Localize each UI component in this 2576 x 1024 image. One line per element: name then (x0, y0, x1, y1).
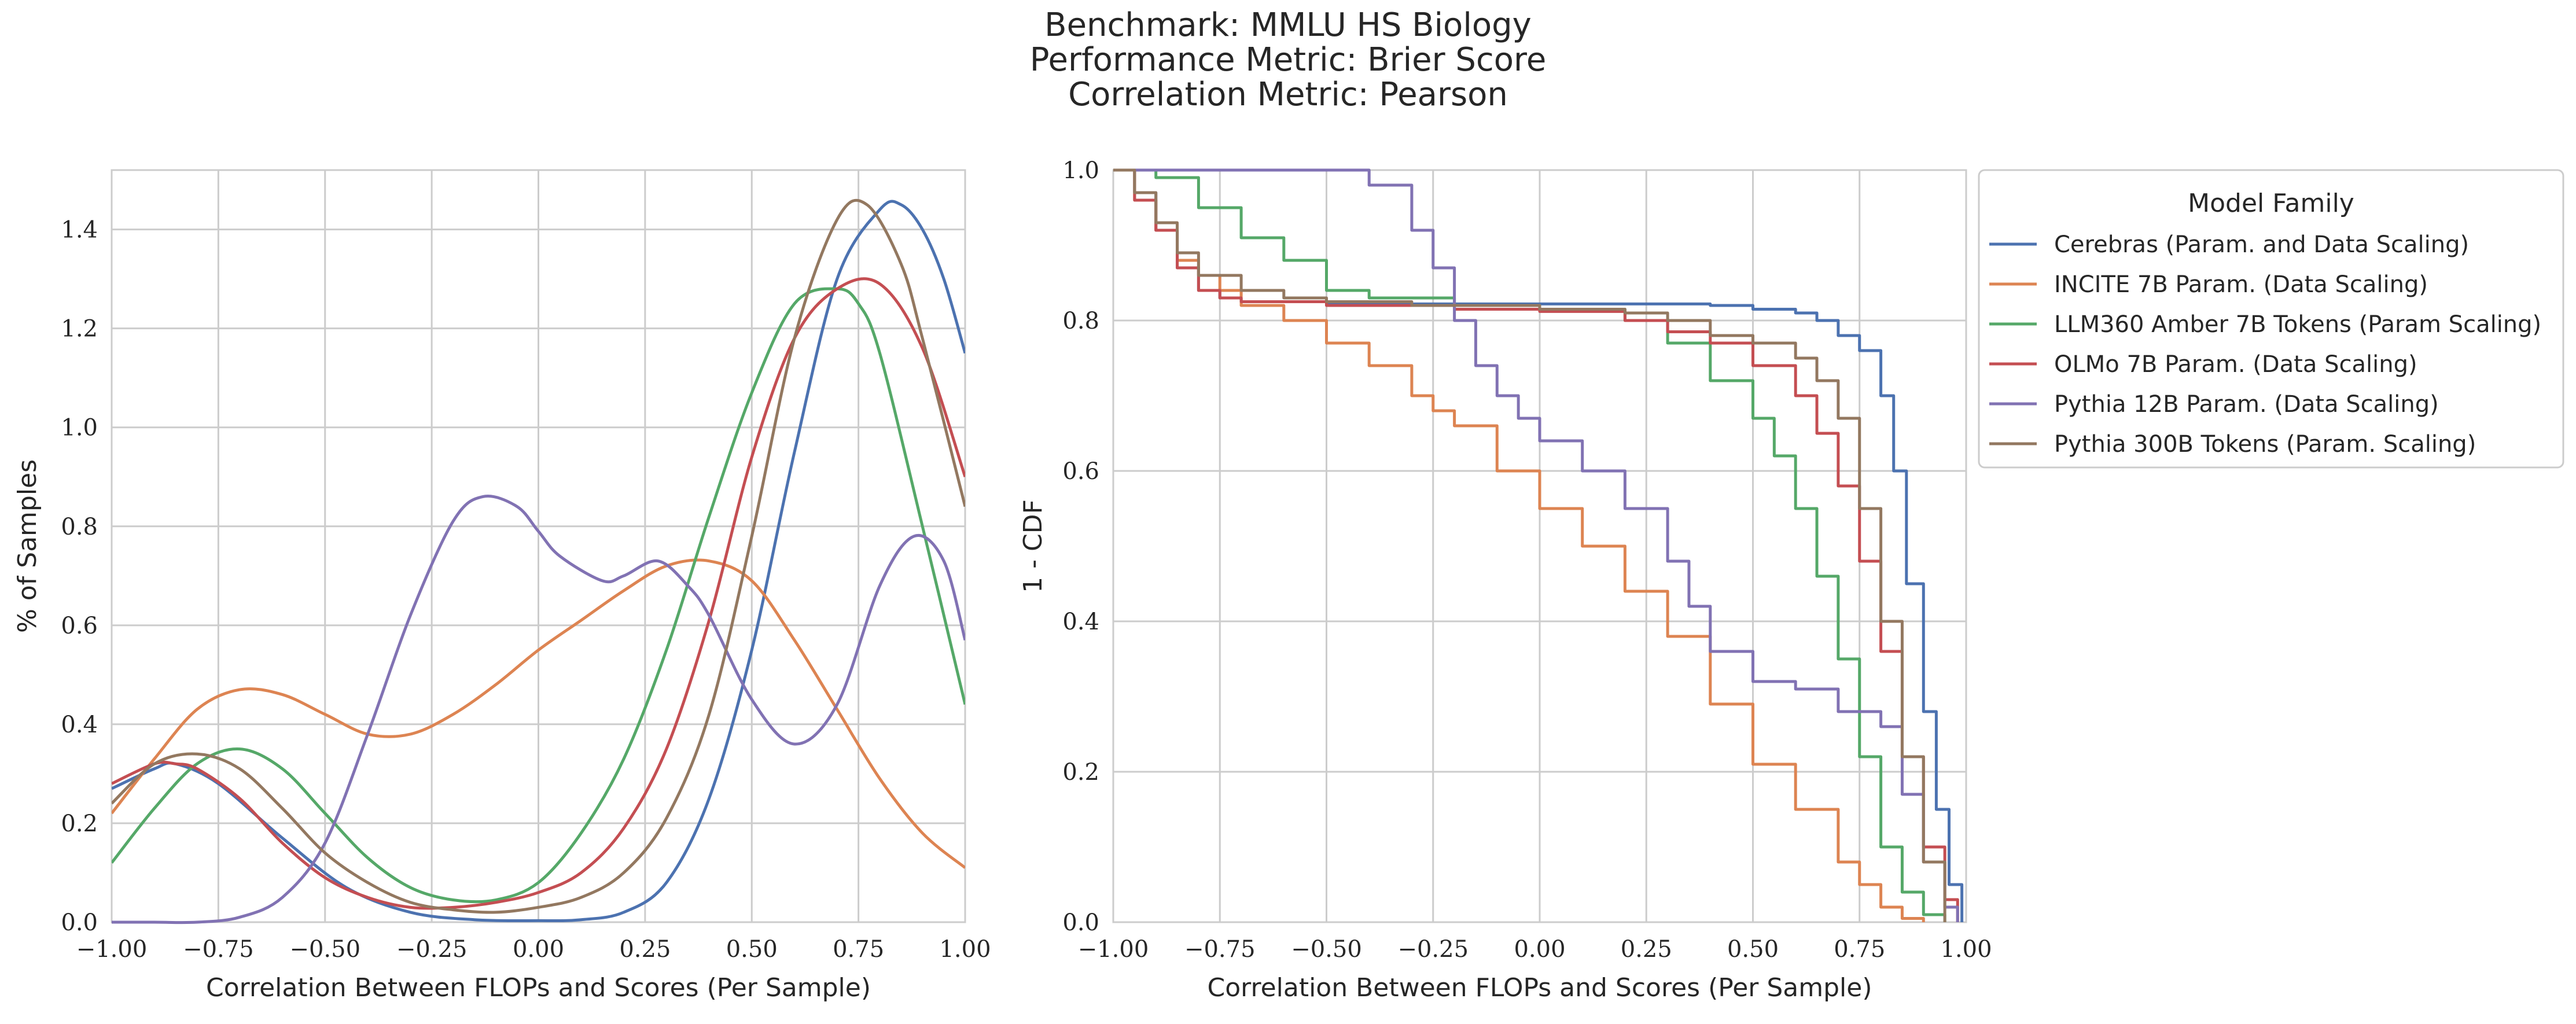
series-line-4 (112, 277, 965, 910)
x-tick-label: −0.50 (289, 936, 360, 963)
plot-frame (1112, 169, 1967, 923)
legend-entry: INCITE 7B Param. (Data Scaling) (2054, 271, 2428, 298)
x-tick-label: −0.25 (1397, 936, 1469, 963)
x-tick-label: −1.00 (76, 936, 148, 963)
title-line-benchmark: Benchmark: MMLU HS Biology (1044, 6, 1532, 44)
y-tick-label: 1.0 (1062, 157, 1099, 184)
y-tick-label: 0.8 (1062, 308, 1099, 334)
title-line-correlation: Correlation Metric: Pearson (1068, 76, 1508, 113)
legend-title: Model Family (2188, 189, 2354, 218)
x-tick-label: 0.00 (1514, 936, 1565, 963)
y-tick-label: 0.0 (61, 909, 98, 936)
x-tick-label: −0.25 (396, 936, 468, 963)
x-tick-label: 0.50 (1727, 936, 1779, 963)
y-axis-label: % of Samples (13, 459, 42, 633)
x-tick-label: 0.00 (513, 936, 564, 963)
y-tick-label: 0.0 (1062, 909, 1099, 936)
x-tick-label: −0.50 (1291, 936, 1362, 963)
x-tick-label: 0.75 (1834, 936, 1885, 963)
y-tick-label: 0.2 (1062, 759, 1099, 786)
series-line-5 (112, 495, 965, 924)
series-line-1 (112, 200, 965, 923)
x-tick-label: −0.75 (183, 936, 254, 963)
y-tick-label: 0.6 (61, 613, 98, 639)
title-line-metric: Performance Metric: Brier Score (1029, 41, 1547, 79)
legend-entry: OLMo 7B Param. (Data Scaling) (2054, 351, 2417, 378)
y-tick-label: 0.4 (61, 712, 98, 738)
x-tick-label: 0.50 (726, 936, 778, 963)
series-line-6 (1113, 168, 1946, 922)
legend-frame (1978, 169, 2564, 469)
y-tick-label: 0.4 (1062, 609, 1099, 635)
series-line-5 (1113, 168, 1959, 922)
y-tick-label: 1.2 (61, 316, 98, 342)
x-tick-label: 0.25 (619, 936, 671, 963)
legend-entry: Pythia 300B Tokens (Param. Scaling) (2054, 431, 2476, 458)
chart-title: Benchmark: MMLU HS Biology Performance M… (0, 8, 2576, 112)
series-line-6 (112, 198, 965, 914)
x-tick-label: 1.00 (1940, 936, 1992, 963)
y-tick-label: 0.6 (1062, 458, 1099, 485)
y-tick-label: 1.4 (61, 217, 98, 244)
x-tick-label: 0.25 (1621, 936, 1672, 963)
plot-1: −1.00 −0.75 −0.50 −0.25 0.00 0.25 0.50 0.75 1.00… (13, 169, 991, 1003)
plot-frame (111, 169, 966, 923)
y-axis-label: 1 - CDF (1018, 499, 1048, 593)
legend: Model Family Cerebras (Param. and Data Sc… (1978, 169, 2564, 469)
legend-entry: LLM360 Amber 7B Tokens (Param Scaling) (2054, 311, 2541, 338)
legend-entry: Pythia 12B Param. (Data Scaling) (2054, 391, 2439, 418)
plot-2: −1.00 −0.75 −0.50 −0.25 0.00 0.25 0.50 0.75 1.00… (1018, 157, 1992, 1003)
x-tick-label: 0.75 (833, 936, 884, 963)
x-tick-label: −1.00 (1078, 936, 1149, 963)
x-tick-label: −0.75 (1184, 936, 1256, 963)
y-tick-label: 0.2 (61, 811, 98, 837)
x-axis-label: Correlation Between FLOPs and Scores (Pe… (206, 973, 871, 1003)
series-line-2 (1113, 168, 1925, 922)
series-line-3 (112, 287, 965, 904)
legend-entry: Cerebras (Param. and Data Scaling) (2054, 231, 2469, 258)
y-tick-label: 1.0 (61, 415, 98, 441)
y-tick-label: 0.8 (61, 514, 98, 540)
x-tick-label: 1.00 (939, 936, 991, 963)
series-line-2 (112, 558, 965, 869)
x-axis-label: Correlation Between FLOPs and Scores (Pe… (1207, 973, 1872, 1003)
